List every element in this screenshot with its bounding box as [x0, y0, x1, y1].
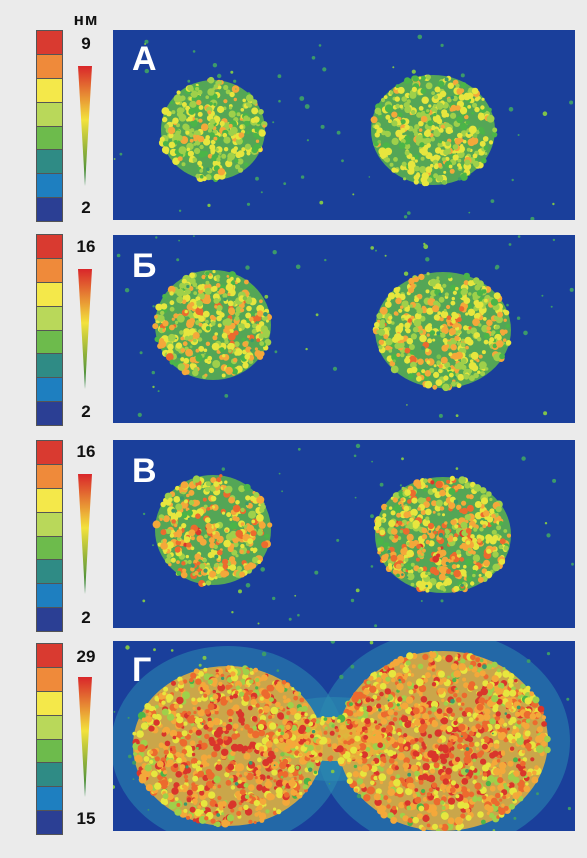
scale-swatch — [37, 402, 62, 425]
scale-swatch — [37, 354, 62, 379]
scale-swatch — [37, 235, 62, 259]
scale-swatch — [37, 644, 62, 668]
gradient-wedge-icon — [78, 677, 92, 797]
scale-swatch — [37, 54, 62, 79]
gradient-wedge-shape — [78, 677, 92, 797]
scale-min-label: 2 — [81, 402, 91, 421]
scale-swatch — [37, 441, 62, 465]
scale-swatch — [37, 787, 62, 812]
scale-max-label: 29 — [76, 647, 96, 666]
scale-swatch — [37, 715, 62, 740]
scale-swatch — [37, 306, 62, 331]
panel-b: 16 2 Б — [0, 225, 587, 430]
scale-swatch — [37, 150, 62, 175]
scale-max-label: 16 — [76, 237, 96, 256]
scale-min-label: 15 — [76, 809, 96, 828]
scale-swatch — [37, 811, 62, 834]
scale-swatch — [37, 258, 62, 283]
scale-swatch — [37, 282, 62, 307]
gradient-wedge-icon — [78, 66, 92, 186]
panel-letter: Г — [132, 651, 152, 689]
height-map — [113, 440, 575, 628]
scale-min-label: 2 — [81, 608, 91, 627]
gradient-wedge-shape — [78, 269, 92, 389]
scale-swatch — [37, 488, 62, 513]
color-scale — [36, 30, 63, 222]
gradient-wedge-shape — [78, 474, 92, 594]
height-map — [113, 641, 575, 831]
unit-label: нм — [73, 10, 99, 29]
scale-swatch — [37, 691, 62, 716]
panel-letter: А — [132, 40, 157, 78]
height-map — [113, 235, 575, 423]
scale-swatch — [37, 763, 62, 788]
scale-swatch — [37, 512, 62, 537]
scale-swatch — [37, 126, 62, 151]
scale-swatch — [37, 560, 62, 585]
color-scale — [36, 440, 63, 632]
scale-swatch — [37, 536, 62, 561]
scale-swatch — [37, 102, 62, 127]
scale-swatch — [37, 174, 62, 199]
panel-letter: В — [132, 452, 157, 490]
scale-swatch — [37, 464, 62, 489]
scale-swatch — [37, 584, 62, 609]
scale-swatch — [37, 667, 62, 692]
scale-swatch — [37, 198, 62, 221]
panel-letter: Б — [132, 247, 157, 285]
gradient-wedge-icon — [78, 474, 92, 594]
scale-swatch — [37, 378, 62, 403]
scale-max-label: 16 — [76, 442, 96, 461]
color-scale — [36, 234, 63, 426]
height-map — [113, 30, 575, 220]
color-scale — [36, 643, 63, 835]
scale-max-label: 9 — [81, 34, 91, 53]
panel-a: 9 2 А — [0, 0, 587, 225]
gradient-wedge-icon — [78, 269, 92, 389]
scale-swatch — [37, 31, 62, 55]
panel-v: 16 2 В — [0, 430, 587, 635]
scale-min-label: 2 — [81, 198, 91, 217]
scale-swatch — [37, 330, 62, 355]
scale-swatch — [37, 739, 62, 764]
scale-swatch — [37, 608, 62, 631]
gradient-wedge-shape — [78, 66, 92, 186]
panel-g: 29 15 Г — [0, 635, 587, 858]
scale-swatch — [37, 78, 62, 103]
